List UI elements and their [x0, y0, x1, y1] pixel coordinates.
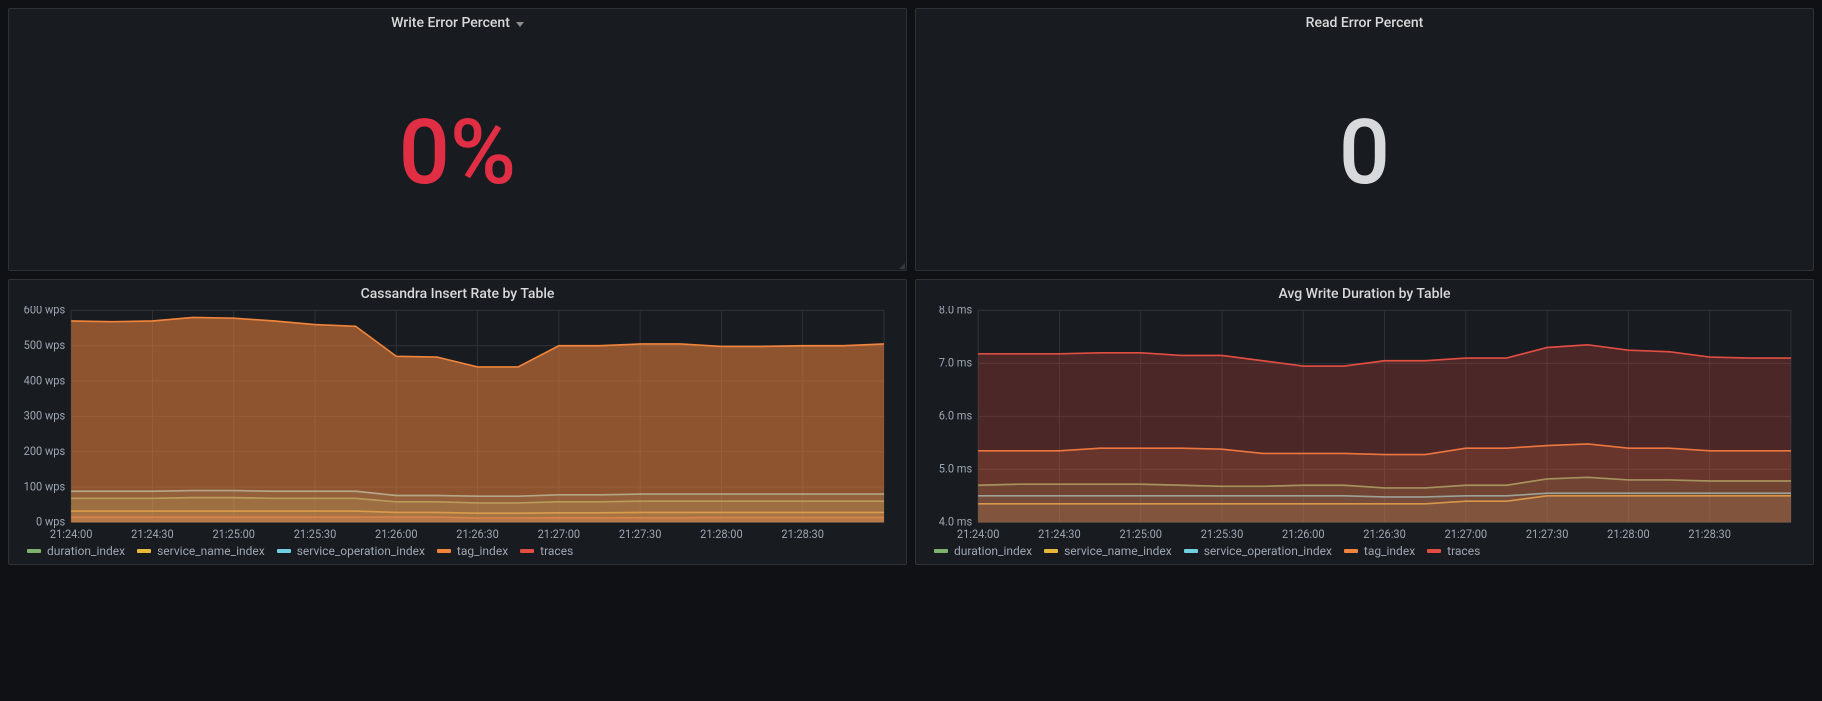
svg-text:8.0 ms: 8.0 ms [939, 306, 972, 317]
legend-item-tag-index[interactable]: tag_index [1344, 544, 1415, 558]
svg-text:21:25:00: 21:25:00 [1119, 526, 1162, 540]
legend-label: tag_index [457, 544, 508, 558]
svg-text:21:28:30: 21:28:30 [781, 526, 824, 540]
svg-text:400 wps: 400 wps [24, 373, 66, 388]
legend-item-traces[interactable]: traces [1427, 544, 1480, 558]
svg-text:21:26:00: 21:26:00 [375, 526, 418, 540]
legend-avg-write-duration: duration_index service_name_index service_… [928, 540, 1801, 560]
panel-title-label: Read Error Percent [1306, 15, 1424, 31]
legend-item-duration-index[interactable]: duration_index [27, 544, 125, 558]
svg-text:21:24:30: 21:24:30 [1038, 526, 1081, 540]
panel-title-label: Write Error Percent [391, 15, 510, 31]
panel-title-avg-write-duration[interactable]: Avg Write Duration by Table [916, 280, 1813, 306]
svg-text:21:28:00: 21:28:00 [700, 526, 743, 540]
chevron-down-icon[interactable] [516, 22, 524, 27]
legend-swatch-icon [437, 549, 451, 553]
legend-label: service_operation_index [1204, 544, 1332, 558]
legend-label: service_name_index [1064, 544, 1172, 558]
legend-item-service-operation-index[interactable]: service_operation_index [277, 544, 425, 558]
svg-text:21:26:30: 21:26:30 [1363, 526, 1406, 540]
chart-cassandra-insert-rate[interactable]: 0 wps100 wps200 wps300 wps400 wps500 wps… [21, 306, 894, 540]
panel-write-error-percent[interactable]: Write Error Percent 0% [8, 8, 907, 271]
svg-text:21:25:00: 21:25:00 [212, 526, 255, 540]
svg-text:21:28:00: 21:28:00 [1607, 526, 1650, 540]
svg-text:21:27:00: 21:27:00 [1445, 526, 1488, 540]
legend-item-traces[interactable]: traces [520, 544, 573, 558]
svg-text:21:24:00: 21:24:00 [957, 526, 1000, 540]
legend-swatch-icon [520, 549, 534, 553]
svg-text:21:27:30: 21:27:30 [619, 526, 662, 540]
legend-swatch-icon [27, 549, 41, 553]
svg-text:6.0 ms: 6.0 ms [939, 408, 972, 423]
svg-text:200 wps: 200 wps [24, 443, 66, 458]
panel-avg-write-duration[interactable]: Avg Write Duration by Table 4.0 ms5.0 ms… [915, 279, 1814, 565]
stat-container: 0 [916, 35, 1813, 270]
panel-read-error-percent[interactable]: Read Error Percent 0 [915, 8, 1814, 271]
legend-swatch-icon [934, 549, 948, 553]
svg-text:21:25:30: 21:25:30 [1201, 526, 1244, 540]
legend-item-duration-index[interactable]: duration_index [934, 544, 1032, 558]
svg-text:5.0 ms: 5.0 ms [939, 461, 972, 476]
svg-text:21:28:30: 21:28:30 [1688, 526, 1731, 540]
resize-handle-icon[interactable] [899, 263, 905, 269]
legend-item-service-operation-index[interactable]: service_operation_index [1184, 544, 1332, 558]
stat-value-read-error: 0 [1339, 108, 1390, 198]
legend-swatch-icon [1344, 549, 1358, 553]
legend-swatch-icon [277, 549, 291, 553]
legend-item-service-name-index[interactable]: service_name_index [137, 544, 265, 558]
panel-title-label: Cassandra Insert Rate by Table [361, 286, 555, 302]
legend-cassandra-insert-rate: duration_index service_name_index service_… [21, 540, 894, 560]
chart-wrap: 4.0 ms5.0 ms6.0 ms7.0 ms8.0 ms21:24:0021… [916, 306, 1813, 564]
panel-title-label: Avg Write Duration by Table [1278, 286, 1450, 302]
legend-item-service-name-index[interactable]: service_name_index [1044, 544, 1172, 558]
svg-text:600 wps: 600 wps [24, 306, 66, 317]
svg-text:300 wps: 300 wps [24, 408, 66, 423]
chart-avg-write-duration[interactable]: 4.0 ms5.0 ms6.0 ms7.0 ms8.0 ms21:24:0021… [928, 306, 1801, 540]
panel-title-cassandra-insert-rate[interactable]: Cassandra Insert Rate by Table [9, 280, 906, 306]
svg-text:21:27:30: 21:27:30 [1526, 526, 1569, 540]
svg-text:7.0 ms: 7.0 ms [939, 355, 972, 370]
svg-text:21:24:00: 21:24:00 [50, 526, 93, 540]
dashboard-grid: Write Error Percent 0% Read Error Percen… [0, 0, 1822, 701]
svg-text:500 wps: 500 wps [24, 338, 66, 353]
panel-title-write-error-percent[interactable]: Write Error Percent [9, 9, 906, 35]
legend-swatch-icon [1184, 549, 1198, 553]
svg-text:21:26:30: 21:26:30 [456, 526, 499, 540]
legend-label: duration_index [954, 544, 1032, 558]
legend-swatch-icon [1044, 549, 1058, 553]
panel-title-read-error-percent[interactable]: Read Error Percent [916, 9, 1813, 35]
svg-text:21:26:00: 21:26:00 [1282, 526, 1325, 540]
panel-cassandra-insert-rate[interactable]: Cassandra Insert Rate by Table 0 wps100 … [8, 279, 907, 565]
stat-container: 0% [9, 35, 906, 270]
legend-swatch-icon [1427, 549, 1441, 553]
legend-label: service_operation_index [297, 544, 425, 558]
chart-wrap: 0 wps100 wps200 wps300 wps400 wps500 wps… [9, 306, 906, 564]
svg-text:21:24:30: 21:24:30 [131, 526, 174, 540]
svg-text:100 wps: 100 wps [24, 479, 66, 494]
legend-label: tag_index [1364, 544, 1415, 558]
stat-value-write-error: 0% [399, 108, 516, 198]
legend-label: service_name_index [157, 544, 265, 558]
legend-label: duration_index [47, 544, 125, 558]
legend-item-tag-index[interactable]: tag_index [437, 544, 508, 558]
legend-label: traces [540, 544, 573, 558]
svg-text:21:25:30: 21:25:30 [294, 526, 337, 540]
svg-text:21:27:00: 21:27:00 [538, 526, 581, 540]
legend-swatch-icon [137, 549, 151, 553]
legend-label: traces [1447, 544, 1480, 558]
